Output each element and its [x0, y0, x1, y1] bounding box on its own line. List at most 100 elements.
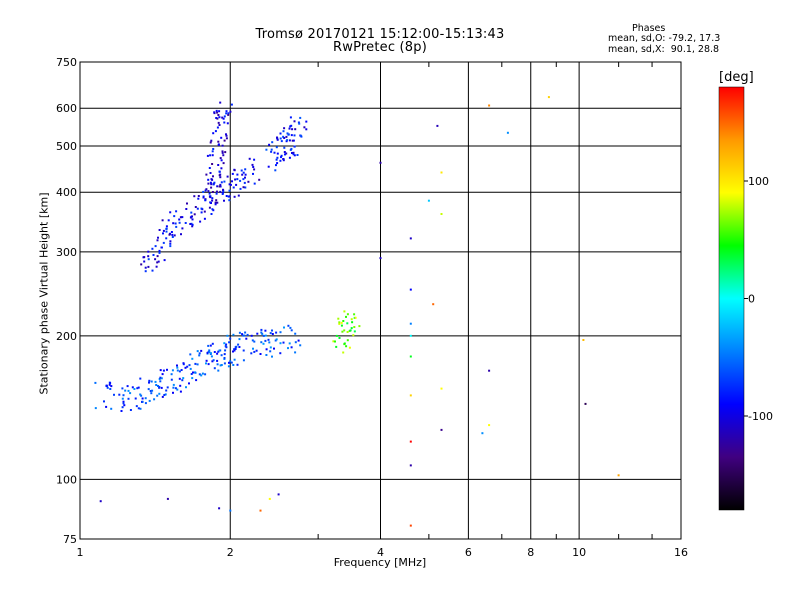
echo-point: [94, 407, 97, 410]
echo-point: [409, 355, 412, 358]
echo-point: [199, 220, 202, 223]
echo-point: [225, 343, 228, 346]
echo-point: [217, 164, 220, 166]
echo-point: [151, 247, 154, 250]
echo-point: [170, 231, 173, 233]
echo-point: [170, 378, 173, 381]
echo-point: [354, 316, 357, 319]
echo-point: [162, 369, 165, 372]
echo-point: [260, 341, 263, 344]
echo-point: [158, 249, 161, 252]
echo-point: [350, 318, 353, 321]
echo-point: [232, 364, 235, 366]
echo-point: [346, 339, 349, 342]
echo-point: [252, 172, 254, 175]
echo-point: [109, 382, 112, 384]
echo-point: [584, 402, 587, 405]
echo-point: [144, 270, 147, 273]
echo-point: [134, 397, 137, 400]
echo-point: [200, 349, 203, 352]
echo-point: [186, 202, 188, 205]
echo-point: [149, 390, 152, 392]
echo-point: [209, 344, 212, 347]
echo-point: [241, 333, 244, 336]
echo-point: [275, 164, 277, 167]
echo-point: [216, 363, 219, 366]
echo-point: [197, 195, 200, 197]
echo-point: [150, 380, 153, 383]
echo-point: [163, 394, 166, 396]
y-tick-label: 750: [56, 56, 77, 69]
echo-point: [223, 357, 226, 359]
echo-point: [260, 331, 263, 334]
echo-point: [166, 386, 169, 389]
echo-point: [290, 134, 293, 137]
echo-point: [94, 381, 97, 384]
echo-point: [148, 379, 151, 382]
echo-point: [192, 371, 194, 374]
echo-point: [207, 182, 210, 185]
echo-point: [106, 386, 109, 389]
echo-point: [224, 151, 227, 154]
echo-point: [338, 337, 341, 339]
echo-point: [121, 406, 124, 409]
echo-point: [191, 223, 194, 226]
echo-point: [171, 233, 174, 236]
echo-point: [231, 180, 233, 183]
echo-point: [148, 381, 150, 384]
y-tick-label: 400: [56, 186, 77, 199]
echo-point: [259, 509, 262, 512]
echo-point: [294, 332, 297, 335]
echo-point: [162, 241, 165, 244]
echo-point: [221, 150, 224, 153]
chart-subtitle: RwPretec (8p): [333, 40, 427, 55]
echo-point: [176, 364, 178, 367]
echo-point: [143, 256, 146, 259]
echo-point: [196, 350, 199, 353]
echo-point: [243, 334, 246, 337]
echo-point: [191, 218, 194, 221]
echo-point: [253, 158, 256, 161]
echo-point: [409, 288, 412, 291]
echo-point: [288, 156, 291, 159]
echo-point: [155, 265, 158, 268]
echo-point: [234, 178, 237, 181]
echo-point: [253, 350, 256, 353]
echo-point: [156, 255, 159, 258]
echo-point: [165, 225, 168, 228]
echo-point: [214, 201, 217, 204]
echo-point: [105, 405, 108, 408]
echo-point: [213, 111, 216, 114]
echo-point: [222, 188, 224, 191]
echo-point: [353, 330, 356, 333]
echo-point: [233, 349, 236, 352]
echo-point: [135, 405, 138, 408]
echo-point: [217, 114, 220, 116]
echo-point: [162, 232, 164, 235]
echo-point: [174, 222, 177, 225]
x-tick-label: 10: [572, 546, 586, 559]
echo-point: [122, 394, 125, 397]
echo-point: [276, 156, 279, 159]
echo-point: [283, 127, 286, 130]
echo-point: [276, 162, 279, 165]
echo-point: [274, 339, 277, 342]
echo-point: [210, 186, 213, 189]
echo-point: [250, 334, 253, 337]
echo-point: [251, 339, 254, 342]
echo-point: [203, 217, 206, 220]
echo-point: [160, 386, 163, 389]
echo-point: [126, 385, 129, 388]
echo-point: [259, 353, 262, 355]
echo-point: [153, 398, 156, 401]
echo-point: [172, 386, 175, 389]
echo-point: [214, 130, 217, 133]
echo-point: [181, 227, 184, 230]
echo-point: [409, 394, 412, 397]
echo-point: [220, 181, 223, 184]
echo-point: [165, 237, 168, 240]
echo-point: [547, 96, 550, 99]
echo-point: [225, 133, 227, 136]
echo-point: [343, 342, 346, 345]
echo-point: [103, 400, 105, 403]
